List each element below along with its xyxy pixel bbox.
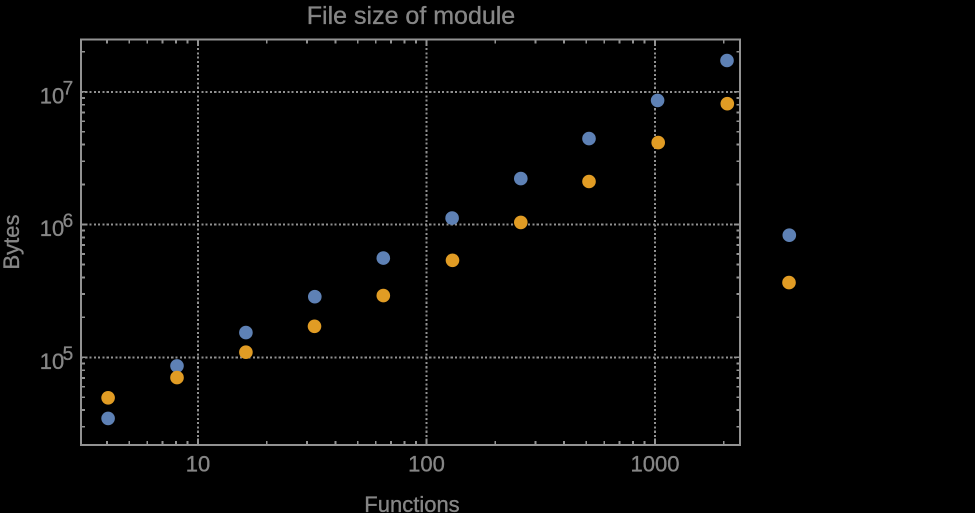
svg-text:6: 6 — [63, 211, 74, 232]
svg-text:7: 7 — [63, 78, 74, 99]
svg-text:Functions: Functions — [364, 492, 459, 513]
svg-text:1000: 1000 — [631, 452, 680, 477]
svg-text:100: 100 — [408, 452, 445, 477]
svg-text:10: 10 — [40, 216, 64, 241]
svg-text:10: 10 — [40, 349, 64, 374]
svg-text:10: 10 — [186, 452, 210, 477]
svg-text:Bytes: Bytes — [0, 214, 24, 269]
svg-text:10: 10 — [40, 83, 64, 108]
svg-text:File size of module: File size of module — [307, 2, 515, 30]
svg-text:5: 5 — [63, 344, 74, 365]
